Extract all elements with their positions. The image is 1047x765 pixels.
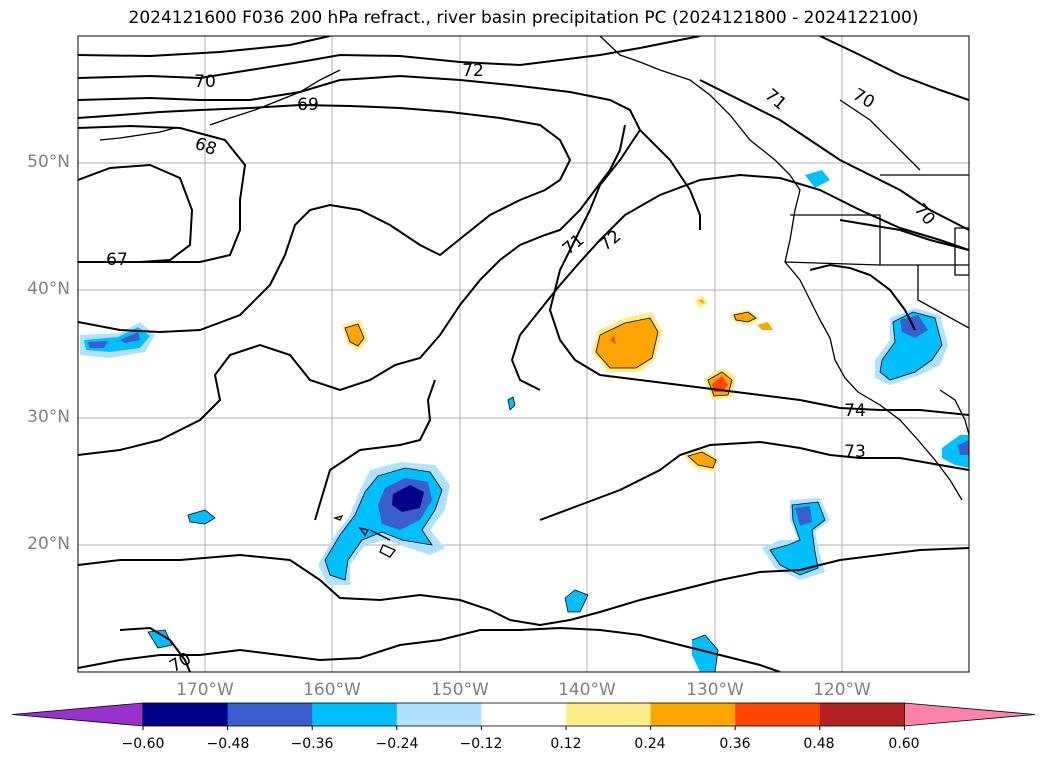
colorbar-bin (735, 703, 821, 726)
colorbar-bin (819, 703, 905, 726)
contour-label: 70 (194, 72, 216, 92)
colorbar-bin (481, 703, 567, 726)
colorbar-extend-high (904, 702, 1036, 727)
colorbar-tick: −0.60 (121, 736, 165, 752)
colorbar-tick: −0.48 (206, 736, 250, 752)
refractivity-contours (78, 36, 969, 672)
lat-label-50n: 50°N (27, 152, 70, 172)
colorbar-bin (396, 703, 482, 726)
contour-label: 67 (106, 250, 128, 270)
coastlines (99, 36, 969, 558)
colorbar-tick: 0.60 (888, 736, 920, 752)
lon-label-120w: 120°W (813, 680, 871, 700)
lon-label-130w: 130°W (686, 680, 744, 700)
precip-outlines (147, 311, 943, 672)
colorbar-bin (650, 703, 736, 726)
colorbar-tick: −0.36 (290, 736, 334, 752)
contour-label: 70 (166, 649, 195, 677)
colorbar (11, 702, 1036, 730)
lon-label-150w: 150°W (431, 680, 489, 700)
precip-blue-patches (80, 170, 969, 672)
contour-label: 69 (297, 95, 319, 115)
lon-label-170w: 170°W (176, 680, 234, 700)
lon-label-140w: 140°W (558, 680, 616, 700)
colorbar-tick: 0.48 (803, 736, 835, 752)
map-title: 2024121600 F036 200 hPa refract., river … (128, 8, 919, 28)
lat-label-30n: 30°N (27, 407, 70, 427)
colorbar-tick: 0.24 (634, 736, 666, 752)
colorbar-bin (143, 703, 229, 726)
contour-label: 70 (910, 200, 939, 229)
colorbar-bin (566, 703, 652, 726)
colorbar-tick: 0.36 (719, 736, 751, 752)
colorbar-frame (142, 702, 905, 727)
colorbar-extend-low (11, 702, 144, 727)
lat-label-40n: 40°N (27, 279, 70, 299)
graticule (78, 36, 969, 672)
contour-label: 73 (844, 442, 866, 462)
colorbar-tick: 0.12 (550, 736, 582, 752)
colorbar-tick: −0.12 (459, 736, 503, 752)
colorbar-tick: −0.24 (375, 736, 419, 752)
map-frame (77, 35, 970, 673)
colorbar-bin (312, 703, 398, 726)
contour-label: 71 (761, 85, 790, 114)
colorbar-bin (227, 703, 313, 726)
contour-label: 74 (844, 401, 866, 421)
lat-label-20n: 20°N (27, 534, 70, 554)
contour-label: 72 (462, 61, 484, 81)
lon-label-160w: 160°W (303, 680, 361, 700)
contour-label: 72 (596, 226, 625, 255)
contour-labels: 70 72 69 68 67 71 72 71 70 70 74 73 70 (106, 61, 939, 677)
contour-label: 71 (559, 230, 588, 259)
